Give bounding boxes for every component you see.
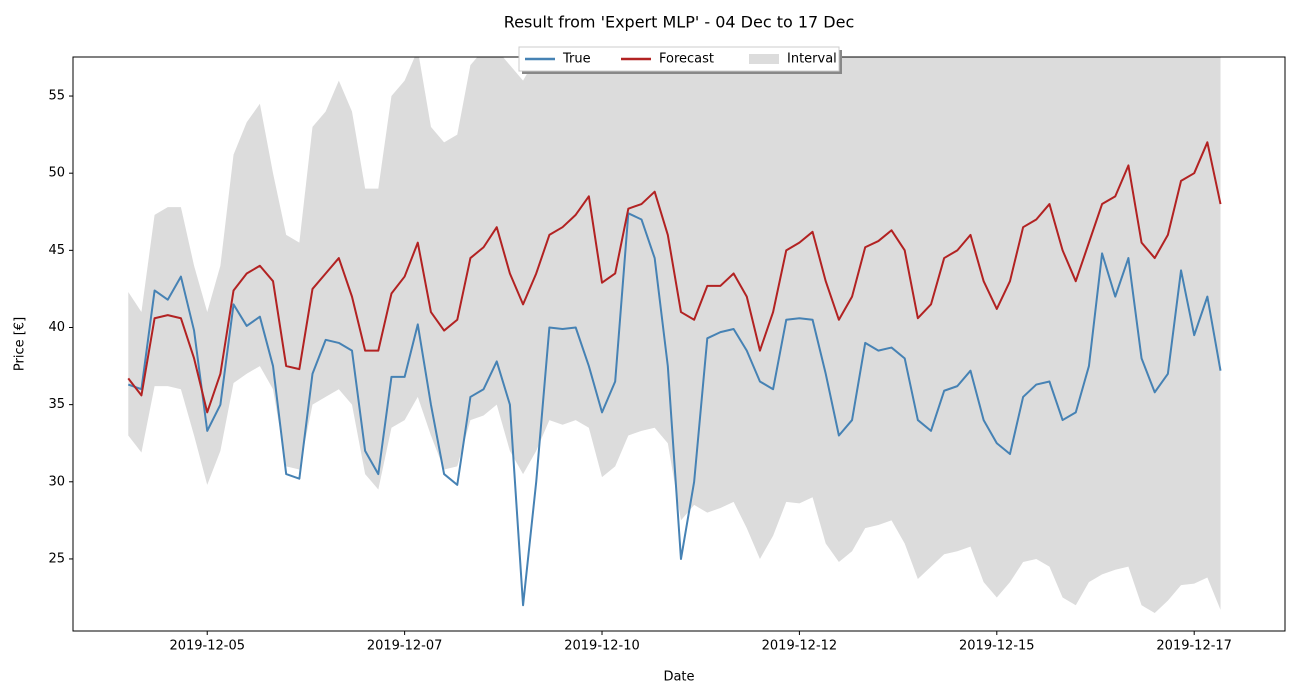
legend-box	[518, 46, 840, 72]
x-tick-label: 2019-12-05	[169, 639, 245, 654]
plot-area	[127, 57, 1222, 613]
y-tick-label: 40	[48, 320, 65, 335]
y-tick-label: 30	[48, 474, 65, 489]
legend-label: Forecast	[659, 52, 714, 67]
x-tick-label: 2019-12-12	[762, 639, 838, 654]
y-tick-label: 35	[48, 397, 65, 412]
legend-label: True	[562, 52, 591, 67]
y-tick-label: 25	[48, 551, 65, 566]
legend-label: Interval	[787, 52, 837, 67]
chart-title: Result from 'Expert MLP' - 04 Dec to 17 …	[504, 13, 855, 32]
legend-swatch	[749, 54, 779, 64]
x-tick-label: 2019-12-15	[959, 639, 1035, 654]
line-series	[127, 141, 1222, 414]
interval-band	[128, 57, 1221, 613]
y-tick-label: 50	[48, 166, 65, 181]
legend: True Forecast Interval	[518, 46, 842, 74]
y-tick-label: 45	[48, 243, 65, 258]
x-tick-label: 2019-12-10	[564, 639, 640, 654]
y-axis-label: Price [€]	[13, 317, 28, 371]
line-series	[127, 212, 1222, 607]
x-tick-label: 2019-12-17	[1156, 639, 1232, 654]
y-tick-label: 55	[48, 89, 65, 104]
x-axis-label: Date	[663, 670, 694, 685]
x-tick-label: 2019-12-07	[367, 639, 443, 654]
